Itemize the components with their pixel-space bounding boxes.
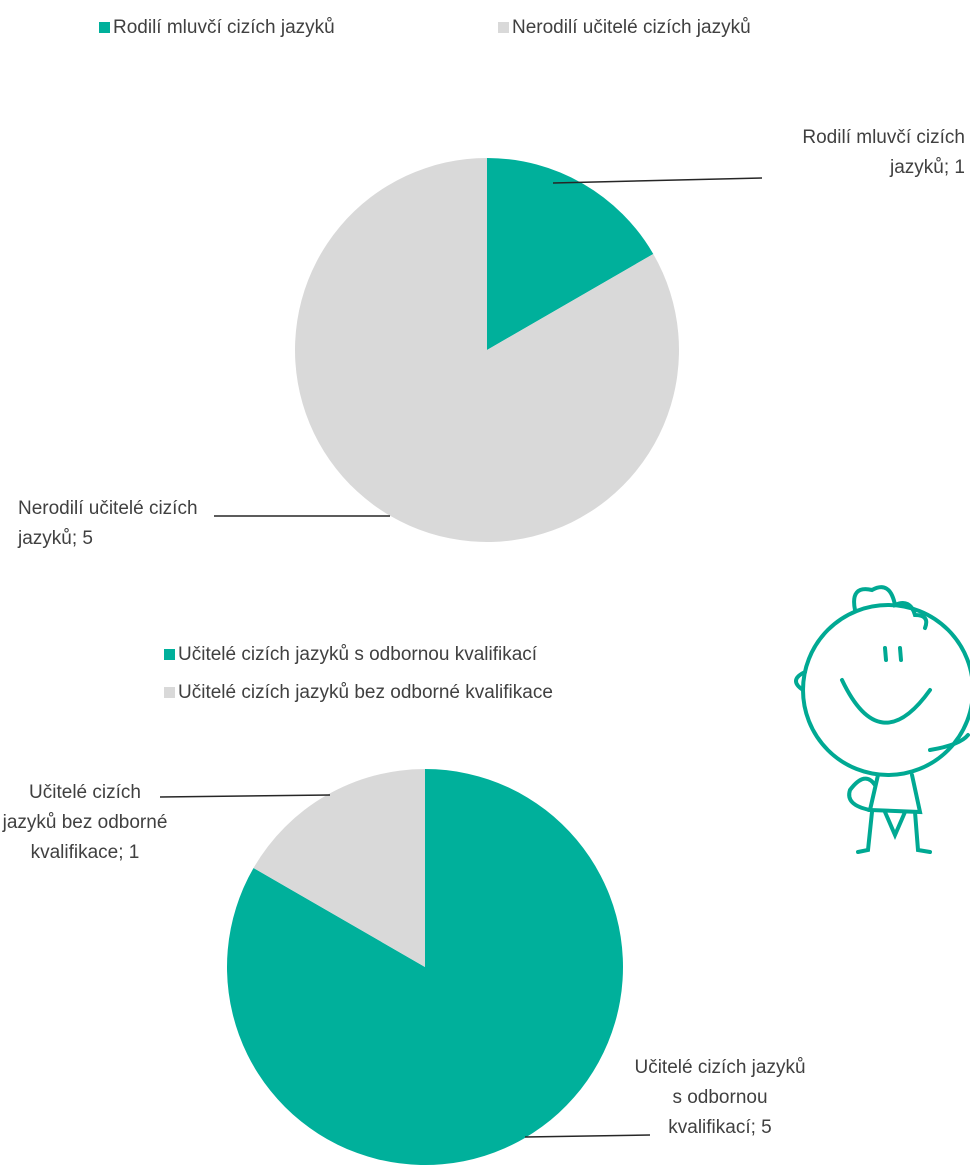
pie-slice bbox=[253, 769, 425, 967]
legend-swatch bbox=[164, 687, 175, 698]
legend-swatch bbox=[498, 22, 509, 33]
data-label: Učitelé cizích jazyků bez odborné kvalif… bbox=[2, 782, 168, 863]
legend-label: Učitelé cizích jazyků s odbornou kvalifi… bbox=[178, 644, 538, 665]
legend-label: Rodilí mluvčí cizích jazyků bbox=[113, 17, 335, 38]
legend-swatch bbox=[99, 22, 110, 33]
leader-line bbox=[159, 794, 331, 798]
data-label: Rodilí mluvčí cizích jazyků; 1 bbox=[802, 127, 965, 178]
legend-label: Učitelé cizích jazyků bez odborné kvalif… bbox=[178, 682, 553, 703]
legend-label: Nerodilí učitelé cizích jazyků bbox=[512, 17, 751, 38]
decoration-doodle bbox=[794, 585, 970, 854]
leader-line bbox=[524, 1134, 651, 1138]
legend-swatch bbox=[164, 649, 175, 660]
data-label: Učitelé cizích jazyků s odbornou kvalifi… bbox=[634, 1057, 806, 1138]
pie-slice bbox=[487, 158, 654, 350]
leader-line bbox=[552, 177, 763, 184]
pie-slice bbox=[294, 158, 679, 542]
data-label: Nerodilí učitelé cizích jazyků; 5 bbox=[18, 498, 198, 549]
